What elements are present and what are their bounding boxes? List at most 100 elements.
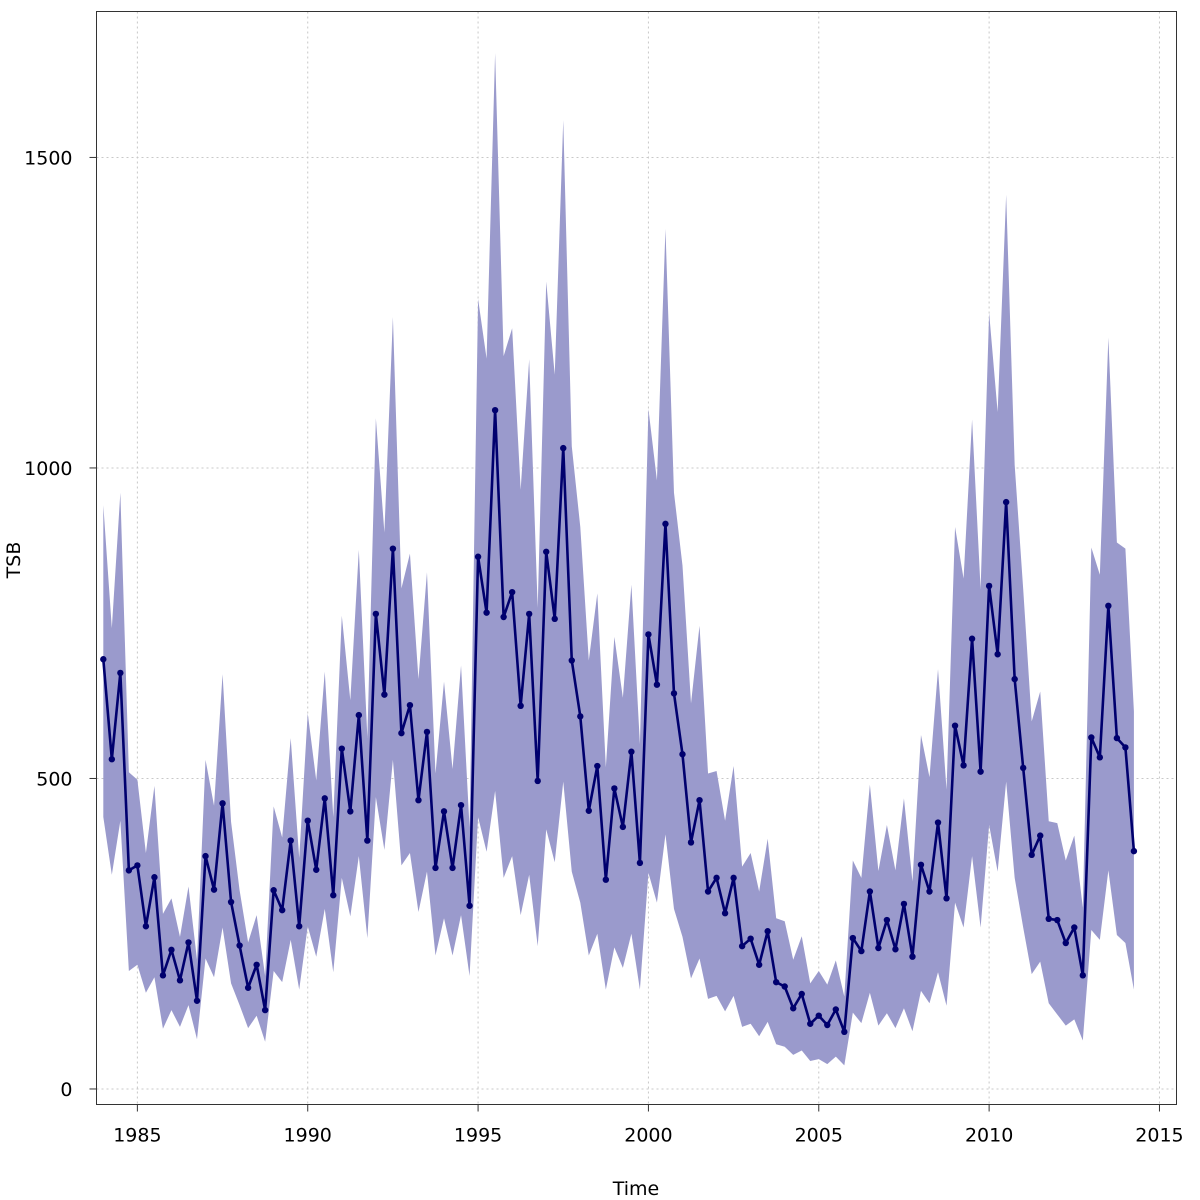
data-point — [185, 939, 192, 946]
data-point — [449, 864, 456, 872]
data-point — [1079, 972, 1087, 979]
data-point — [934, 819, 942, 826]
data-point — [977, 768, 984, 775]
data-point — [432, 864, 439, 872]
data-point — [142, 923, 150, 930]
data-point — [738, 942, 746, 950]
data-point — [1062, 939, 1069, 947]
data-point — [508, 588, 516, 596]
data-point — [440, 808, 448, 815]
data-point — [381, 691, 388, 698]
data-point — [1054, 916, 1061, 924]
data-point — [1045, 915, 1052, 923]
data-point — [261, 1006, 269, 1014]
x-tick-label: 2000 — [624, 1125, 672, 1147]
y-tick-label: 500 — [36, 768, 72, 790]
data-point — [415, 797, 422, 804]
data-point — [517, 702, 524, 709]
data-point — [236, 942, 243, 949]
data-point — [457, 801, 465, 809]
data-point — [943, 895, 950, 902]
data-point — [721, 910, 729, 917]
data-point — [244, 984, 252, 991]
data-point — [159, 972, 167, 979]
data-point — [296, 923, 303, 930]
data-point — [304, 817, 311, 824]
data-point — [713, 874, 720, 882]
data-point — [423, 728, 431, 736]
confidence-band-layer — [103, 53, 1134, 1066]
data-point — [151, 874, 158, 881]
data-point — [815, 1012, 822, 1019]
y-axis-title: TSB — [3, 542, 25, 580]
data-point — [1105, 602, 1112, 610]
data-point — [807, 1020, 814, 1027]
x-tick-label: 2010 — [965, 1125, 1013, 1147]
data-point — [926, 888, 933, 895]
data-point — [875, 944, 882, 952]
data-point — [1037, 832, 1044, 839]
data-point — [1113, 734, 1121, 742]
data-point — [474, 553, 482, 560]
data-point — [389, 545, 397, 552]
data-point — [398, 729, 405, 737]
series-line-layer — [102, 408, 1136, 1034]
data-point — [278, 906, 286, 914]
data-point — [491, 407, 499, 414]
data-point — [321, 795, 328, 802]
data-point — [781, 983, 788, 990]
data-point — [227, 898, 235, 906]
data-point — [372, 610, 380, 618]
data-point — [1122, 744, 1129, 751]
y-tick-label: 1500 — [24, 147, 72, 169]
data-point — [730, 874, 737, 882]
data-point — [1028, 851, 1035, 859]
data-point — [193, 997, 201, 1004]
data-point — [951, 722, 959, 729]
data-point — [270, 887, 277, 894]
data-point — [364, 837, 371, 844]
data-point — [210, 886, 218, 893]
data-point — [883, 916, 891, 924]
data-point — [594, 762, 601, 770]
data-point — [347, 808, 354, 815]
data-point — [764, 928, 771, 935]
data-point — [985, 582, 993, 590]
data-point — [551, 615, 558, 623]
data-point — [628, 748, 635, 755]
data-point — [679, 751, 686, 758]
data-point — [117, 669, 124, 677]
data-point — [577, 713, 584, 720]
data-point — [406, 701, 414, 709]
data-point — [202, 852, 209, 860]
data-point — [313, 866, 320, 873]
data-point — [866, 888, 874, 895]
data-point — [798, 990, 805, 998]
data-point — [704, 888, 712, 895]
data-point — [832, 1006, 840, 1013]
data-point — [747, 935, 754, 942]
data-point — [560, 444, 567, 452]
data-point — [134, 862, 141, 869]
data-point — [858, 947, 865, 955]
data-point — [687, 839, 695, 846]
data-point — [1002, 498, 1010, 506]
y-tick-label: 0 — [60, 1079, 72, 1101]
data-point — [287, 837, 294, 844]
data-point — [534, 777, 541, 785]
data-point — [483, 609, 490, 616]
x-axis-title: Time — [612, 1178, 660, 1200]
data-point — [909, 953, 916, 960]
data-point — [1088, 734, 1095, 741]
series-points-layer — [100, 407, 1138, 1036]
data-point — [525, 610, 533, 618]
x-axis: 1985 1990 1995 2000 2005 2010 2015 — [113, 1104, 1184, 1147]
data-point — [670, 690, 678, 697]
data-point — [176, 977, 184, 984]
data-point — [755, 961, 763, 968]
data-point — [824, 1021, 831, 1029]
data-point — [1096, 754, 1104, 761]
y-tick-label: 1000 — [24, 458, 72, 480]
data-point — [841, 1028, 848, 1036]
